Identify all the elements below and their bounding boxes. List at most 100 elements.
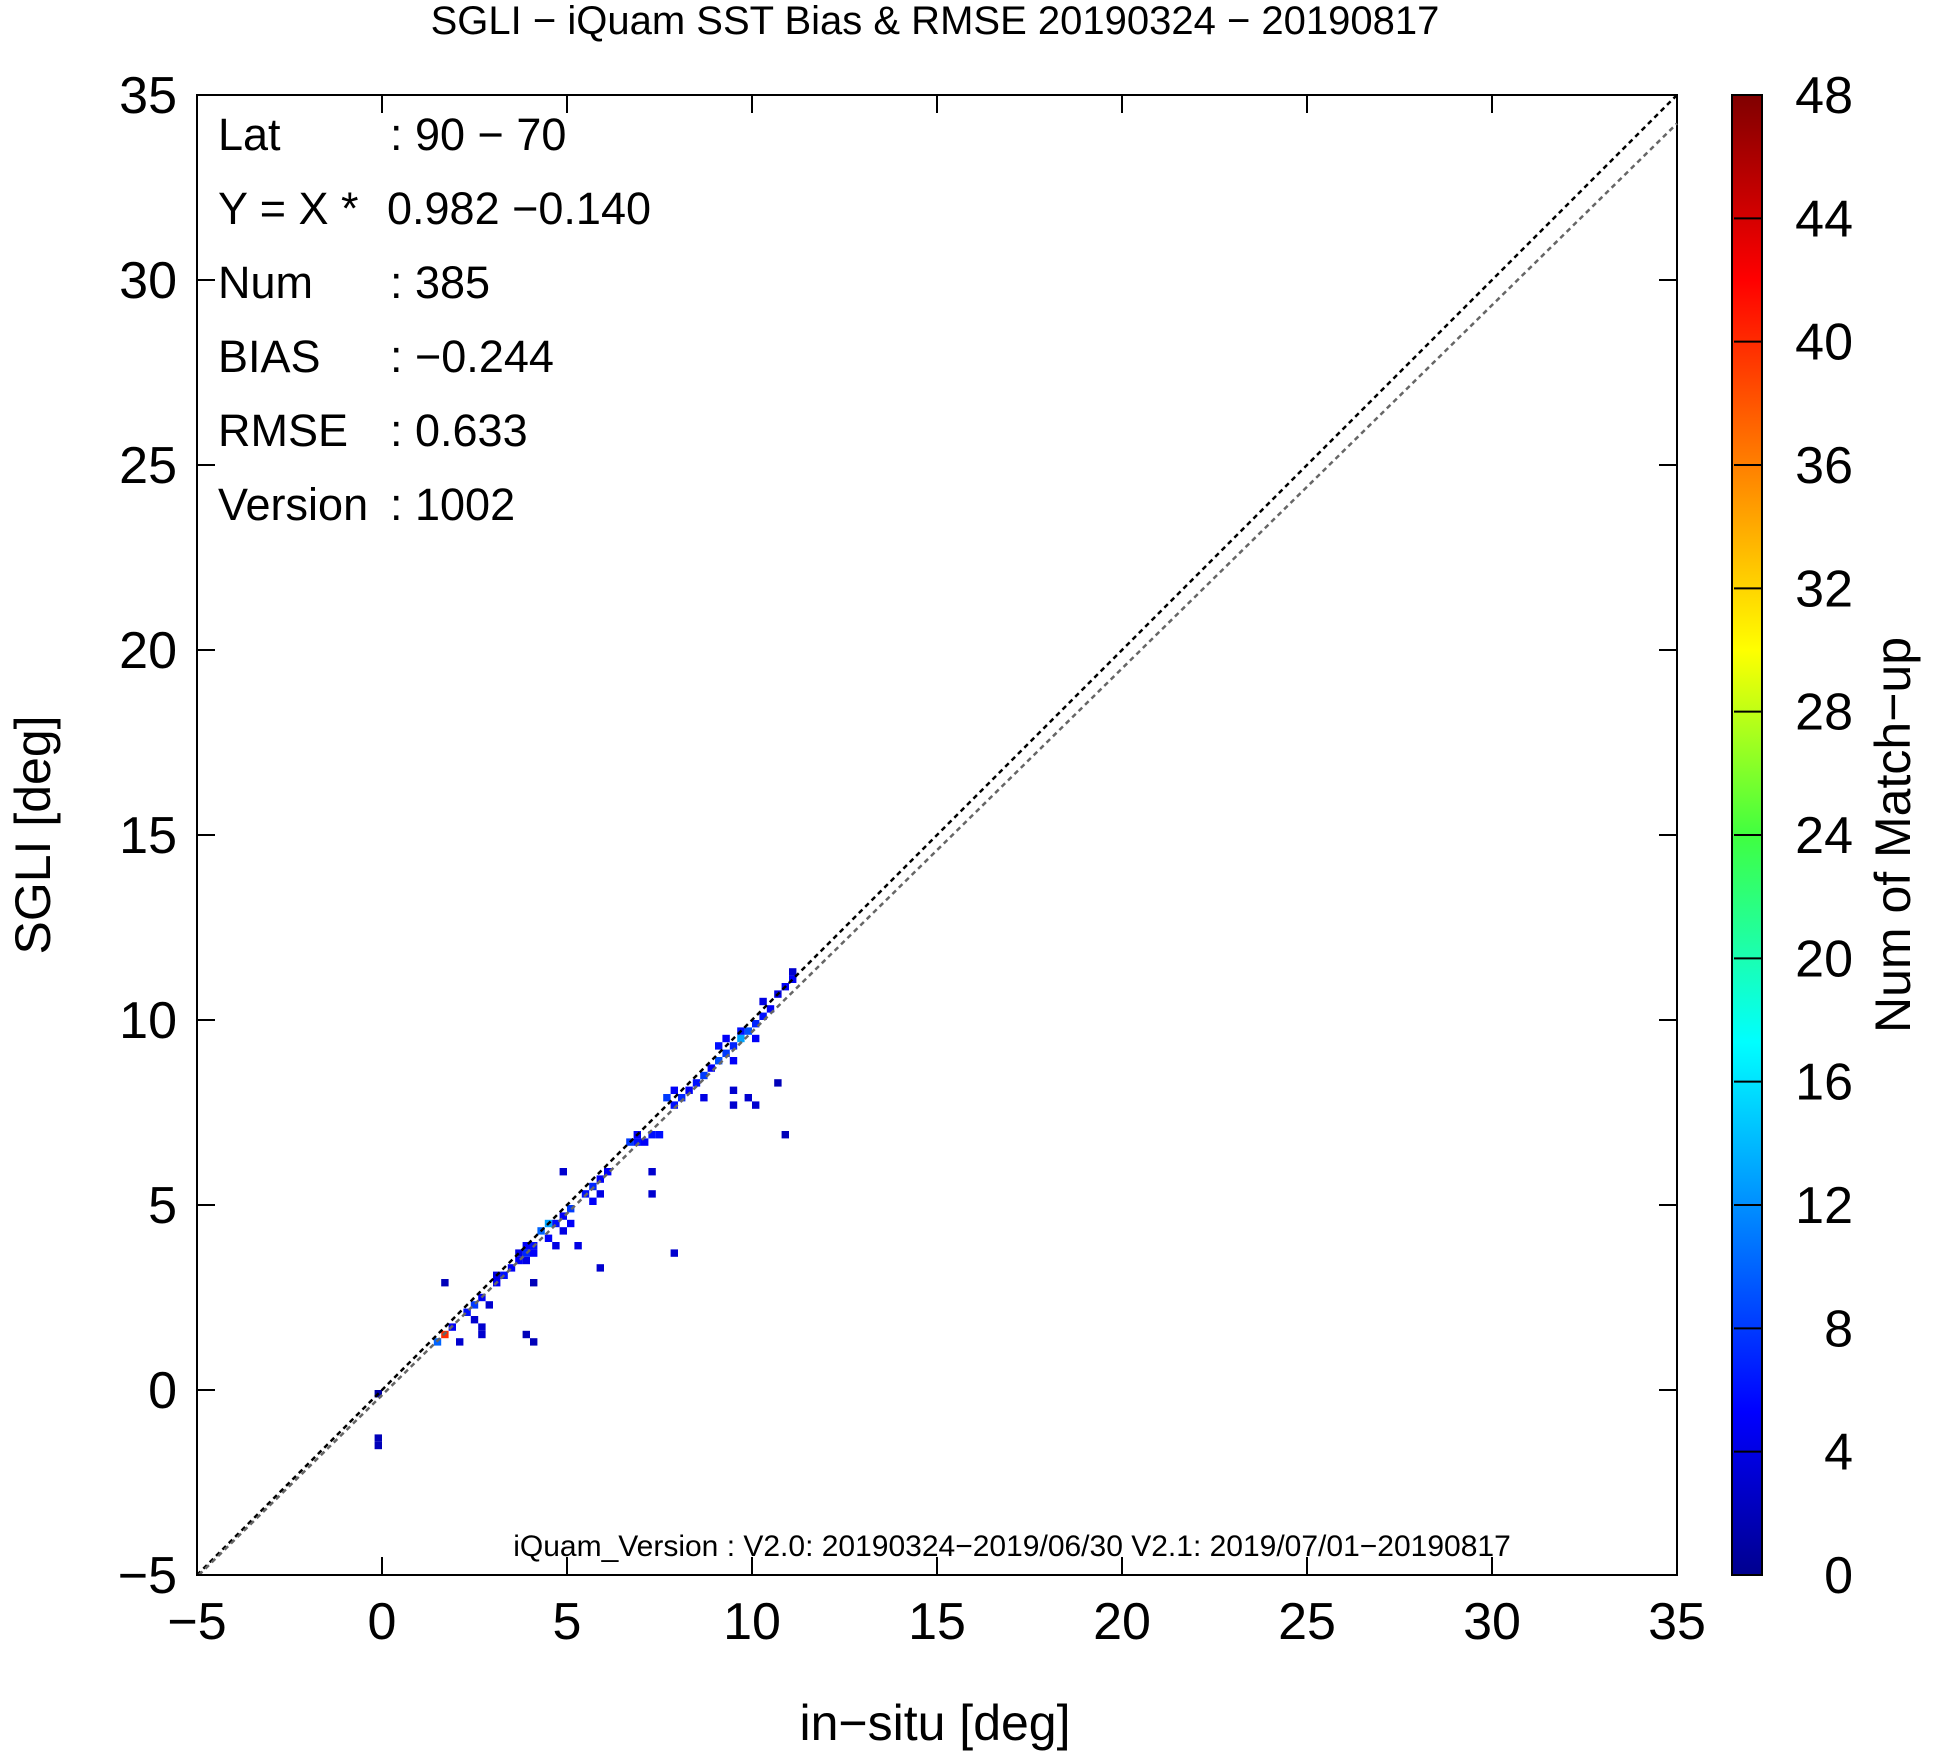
density-cell: [774, 1079, 782, 1087]
y-tick-label: 30: [119, 252, 177, 310]
density-cell: [759, 1012, 767, 1020]
density-cell: [515, 1256, 523, 1265]
density-cell: [559, 1227, 567, 1235]
density-cell: [522, 1330, 530, 1339]
density-cell: [648, 1190, 656, 1198]
y-tick-label: −5: [118, 1547, 177, 1605]
density-cell: [715, 1042, 723, 1050]
density-cell: [663, 1094, 671, 1102]
density-cell: [552, 1242, 560, 1250]
stat-key: Num: [218, 257, 313, 308]
colorbar-tick-label: 28: [1795, 684, 1853, 742]
colorbar-tick-label: 40: [1795, 314, 1853, 372]
y-tick-label: 0: [148, 1362, 177, 1420]
colorbar-tick-label: 8: [1824, 1300, 1853, 1358]
x-tick-label: 15: [908, 1593, 966, 1651]
density-cell: [522, 1256, 530, 1265]
reference-line-1to1: [196, 94, 1678, 1576]
density-cell: [544, 1234, 553, 1242]
density-cell: [752, 1101, 760, 1109]
density-cell: [729, 1042, 738, 1050]
stat-value: : −0.244: [390, 331, 554, 382]
density-cell: [574, 1242, 582, 1250]
reference-lines: [196, 94, 1678, 1576]
x-tick-label: 20: [1093, 1593, 1151, 1651]
density-cell: [515, 1249, 523, 1257]
density-cell: [589, 1197, 597, 1205]
density-cell: [744, 1094, 752, 1102]
stat-key: Lat: [218, 109, 281, 160]
colorbar-tick-label: 0: [1824, 1547, 1853, 1605]
density-cell: [530, 1338, 538, 1346]
density-cell: [441, 1279, 449, 1287]
density-cell: [781, 1131, 789, 1139]
y-tick-label: 15: [119, 807, 177, 865]
density-cell: [744, 1027, 752, 1035]
density-cell: [641, 1138, 649, 1146]
stats-box: Lat: 90 − 70 Y = X * 0.982 −0.140 Num: 385 B…: [218, 109, 651, 530]
y-tick-labels: −5 0 5 10 15 20 25 30 35: [118, 67, 177, 1605]
x-axis-label: in−situ [deg]: [799, 1695, 1070, 1751]
x-tick-label: 30: [1463, 1593, 1521, 1651]
y-tick-label: 35: [119, 67, 177, 125]
colorbar-label: Num of Match−up: [1865, 637, 1921, 1033]
density-cell: [670, 1249, 678, 1257]
density-cell: [463, 1308, 471, 1316]
density-cell: [670, 1101, 678, 1109]
density-cell: [752, 1020, 760, 1028]
chart-title: SGLI − iQuam SST Bias & RMSE 20190324 − …: [431, 0, 1440, 43]
density-cell: [604, 1168, 612, 1176]
density-cell: [707, 1064, 715, 1072]
axis-ticks: [196, 94, 1678, 1576]
density-cell: [700, 1071, 708, 1080]
iquam-version-note: iQuam_Version : V2.0: 20190324−2019/06/3…: [513, 1530, 1511, 1563]
x-tick-label: −5: [167, 1593, 226, 1651]
colorbar-tick-label: 20: [1795, 930, 1853, 988]
x-tick-label: 25: [1278, 1593, 1336, 1651]
density-cell: [766, 1005, 775, 1013]
density-cell: [729, 1057, 738, 1065]
y-axis-label: SGLI [deg]: [5, 715, 61, 954]
colorbar-tick-label: 16: [1795, 1054, 1853, 1112]
stat-key: Version: [218, 479, 368, 530]
density-cell: [470, 1301, 479, 1309]
density-cell: [559, 1212, 567, 1220]
x-tick-label: 5: [553, 1593, 582, 1651]
density-cell: [507, 1264, 516, 1272]
density-cell: [567, 1205, 575, 1213]
density-cell: [559, 1168, 567, 1176]
density-cell: [789, 968, 797, 976]
density-cell: [692, 1079, 701, 1087]
density-cell: [456, 1338, 464, 1346]
stat-key: RMSE: [218, 405, 348, 456]
density-cell: [530, 1279, 538, 1287]
density-cell: [648, 1131, 656, 1139]
density-cell: [596, 1190, 604, 1198]
density-cell: [470, 1316, 479, 1324]
density-cell: [685, 1086, 693, 1094]
density-cell: [759, 997, 767, 1006]
density-cell: [530, 1249, 538, 1257]
colorbar-tick-label: 36: [1795, 437, 1853, 495]
stat-key: Y = X *: [218, 183, 359, 234]
colorbar-tick-label: 32: [1795, 560, 1853, 618]
stat-value: : 90 − 70: [390, 109, 566, 160]
density-cell: [374, 1434, 382, 1442]
x-tick-label: 35: [1648, 1593, 1706, 1651]
stat-value: : 1002: [390, 479, 515, 530]
colorbar-ticks: [1734, 94, 1762, 1576]
density-cell: [596, 1175, 604, 1183]
density-cell: [655, 1131, 664, 1139]
density-cell: [722, 1049, 730, 1057]
density-cell: [374, 1441, 382, 1450]
stat-key: BIAS: [218, 331, 321, 382]
density-cell: [567, 1219, 575, 1228]
y-tick-label: 10: [119, 992, 177, 1050]
density-cell: [670, 1086, 678, 1094]
density-cell: [485, 1301, 493, 1309]
density-cell: [737, 1034, 745, 1043]
x-tick-labels: −5 0 5 10 15 20 25 30 35: [167, 1593, 1706, 1651]
y-tick-label: 5: [148, 1177, 177, 1235]
reference-line-fit: [198, 122, 1678, 1576]
density-cell: [678, 1094, 686, 1102]
